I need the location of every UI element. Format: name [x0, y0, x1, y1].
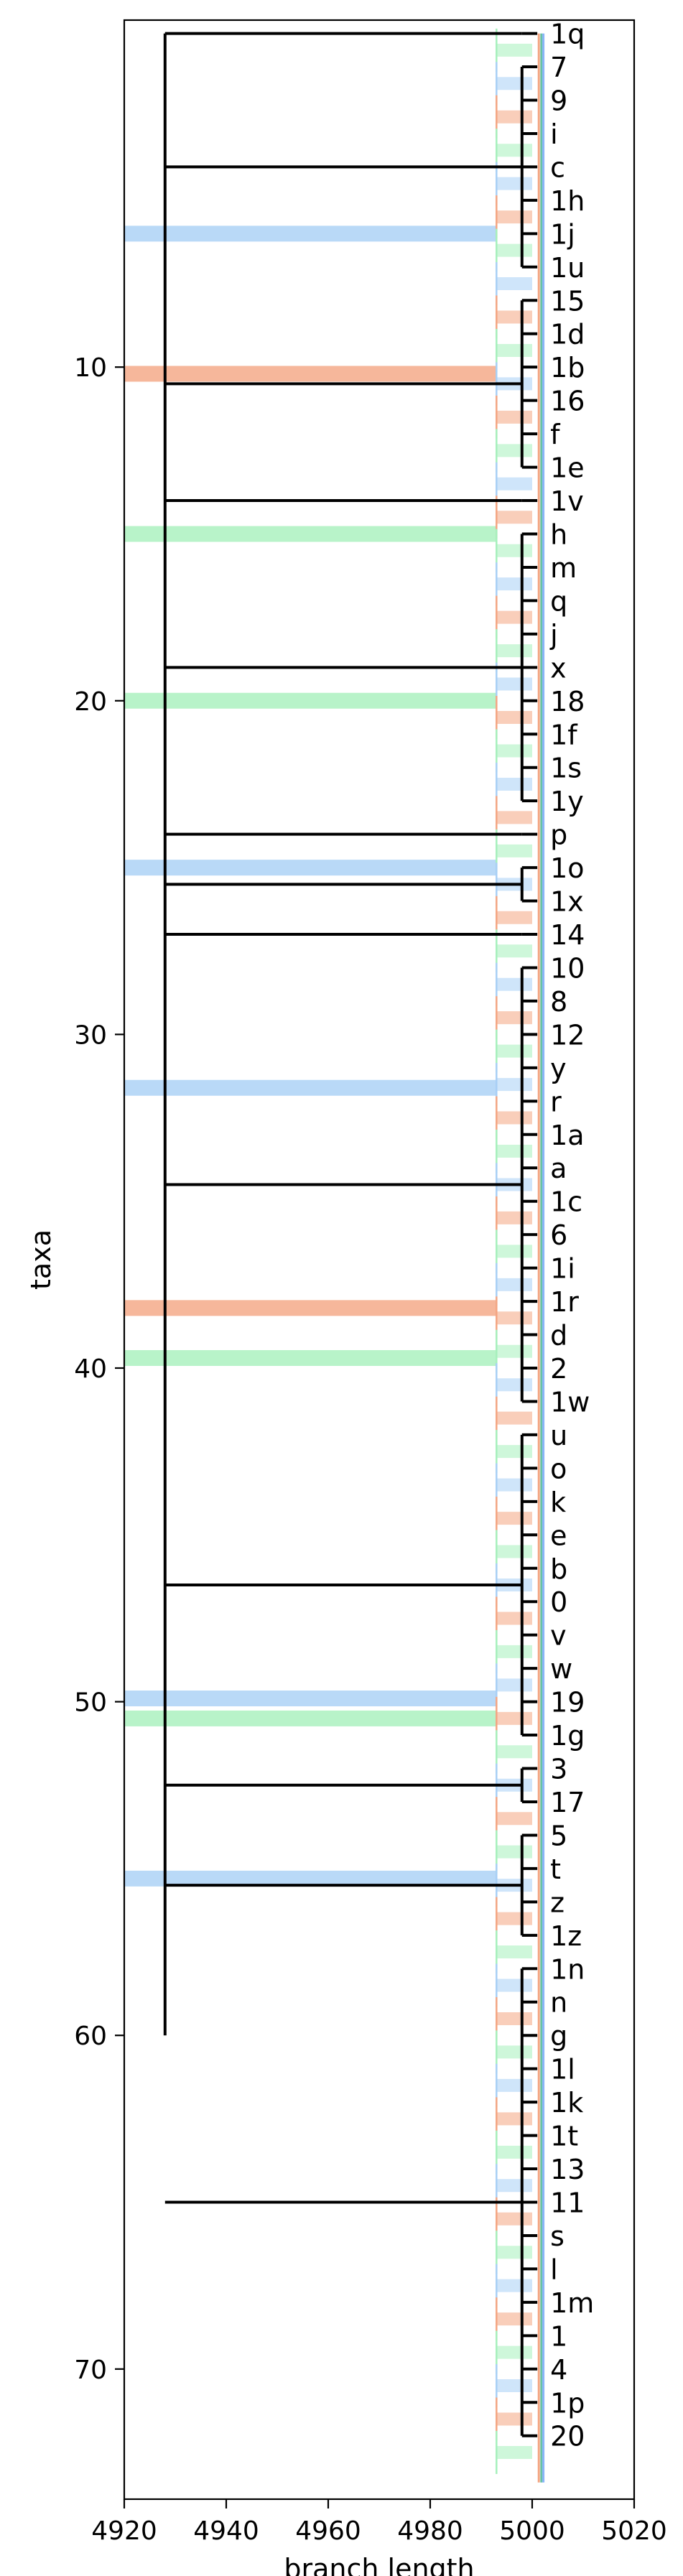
taxon-label: r [550, 1086, 562, 1117]
taxon-label: 19 [550, 1687, 585, 1719]
taxon-labels: 1q79ic1h1j1u151d1b16f1e1vhmqjx181f1s1yp1… [549, 19, 594, 2452]
taxon-label: y [550, 1053, 567, 1084]
error-bars [124, 28, 532, 2474]
x-tick-label: 5000 [499, 2516, 565, 2546]
taxon-label: 1d [550, 319, 585, 350]
taxon-label: 1a [550, 1120, 584, 1151]
taxon-label: w [550, 1653, 572, 1685]
taxon-label: 15 [550, 285, 585, 317]
taxon-label: n [550, 1987, 567, 2019]
taxon-label: 18 [550, 686, 585, 717]
taxon-label: 1v [550, 485, 584, 517]
y-tick-label: 20 [74, 687, 107, 717]
taxon-label: 7 [550, 52, 567, 83]
taxon-label: 0 [550, 1586, 567, 1618]
taxon-label: f [550, 419, 561, 450]
y-tick-label: 30 [74, 1020, 107, 1050]
taxon-label: 9 [550, 85, 567, 117]
taxon-label: s [550, 2221, 564, 2252]
taxon-label: m [550, 552, 577, 584]
taxon-label: 8 [550, 986, 567, 1018]
taxon-label: o [550, 1453, 567, 1484]
taxon-label: q [550, 585, 567, 617]
taxon-label: 1m [550, 2287, 594, 2319]
taxon-label: 1r [550, 1286, 579, 1318]
taxon-label: 20 [550, 2421, 585, 2452]
taxon-label: b [550, 1553, 567, 1585]
x-tick-label: 4960 [295, 2516, 361, 2546]
taxon-label: 1c [550, 1186, 582, 1218]
taxon-label: 4 [550, 2354, 567, 2386]
taxon-label: 11 [550, 2187, 585, 2219]
taxon-label: 1n [550, 1953, 585, 1985]
y-tick-label: 60 [74, 2022, 107, 2051]
taxon-label: 1x [550, 886, 584, 918]
taxon-label: 1f [550, 719, 578, 750]
y-tick-label: 40 [74, 1354, 107, 1384]
taxon-label: 17 [550, 1787, 585, 1818]
taxon-label: 1l [550, 2054, 575, 2086]
taxon-label: 1g [550, 1720, 585, 1752]
taxon-label: 10 [550, 952, 585, 984]
branches [163, 32, 538, 2437]
taxon-label: 1u [550, 252, 585, 284]
taxon-label: 1s [550, 753, 582, 784]
taxon-label: 1j [550, 218, 575, 250]
taxon-label: 1k [550, 2087, 583, 2119]
taxon-label: t [550, 1854, 561, 1885]
taxon-label: h [550, 519, 567, 550]
taxon-label: 1w [550, 1386, 590, 1418]
taxon-label: l [550, 2254, 558, 2285]
taxon-label: 5 [550, 1820, 567, 1851]
taxon-label: 1 [550, 2320, 567, 2352]
tip-lines [537, 33, 545, 2483]
taxon-label: d [550, 1320, 567, 1352]
taxon-label: k [550, 1487, 566, 1518]
taxon-label: c [550, 152, 565, 183]
x-axis-ticks: 4920 4940 4960 4980 5000 5020 [91, 2499, 667, 2546]
taxon-label: 1z [550, 1920, 582, 1952]
taxon-label: 6 [550, 1219, 567, 1251]
y-axis-ticks: 10 20 30 40 50 60 70 [74, 353, 124, 2385]
taxon-label: 3 [550, 1754, 567, 1785]
taxon-label: 1t [550, 2121, 578, 2152]
taxon-label: 1q [550, 19, 585, 50]
taxon-label: p [550, 819, 567, 851]
taxon-label: 1p [550, 2387, 585, 2419]
taxon-label: 1y [550, 786, 584, 817]
taxon-label: g [550, 2020, 567, 2052]
x-tick-label: 4920 [91, 2516, 157, 2546]
x-axis-label: branch length [284, 2553, 474, 2576]
y-tick-label: 70 [74, 2356, 107, 2385]
taxon-label: 16 [550, 386, 585, 417]
x-tick-label: 5020 [601, 2516, 667, 2546]
taxon-label: u [550, 1420, 567, 1451]
taxon-label: 1h [550, 185, 585, 217]
taxon-label: a [550, 1153, 567, 1184]
taxon-label: 13 [550, 2154, 585, 2185]
taxon-label: 14 [550, 919, 585, 951]
taxon-label: 12 [550, 1019, 585, 1051]
x-tick-label: 4940 [193, 2516, 259, 2546]
taxon-label: 1b [550, 352, 585, 383]
taxon-label: j [549, 619, 558, 651]
taxon-label: 2 [550, 1353, 567, 1385]
taxon-label: x [550, 652, 567, 684]
y-axis-label: taxa [25, 1229, 57, 1290]
taxon-label: v [550, 1620, 567, 1652]
plot-frame [123, 19, 636, 2501]
taxon-label: 1i [550, 1253, 575, 1285]
taxon-label: z [550, 1887, 564, 1918]
taxon-label: 1e [550, 452, 585, 484]
x-tick-label: 4980 [397, 2516, 463, 2546]
y-tick-label: 10 [74, 353, 107, 383]
taxon-label: e [550, 1520, 567, 1551]
y-tick-label: 50 [74, 1688, 107, 1718]
taxon-label: i [550, 118, 558, 150]
taxon-label: 1o [550, 852, 584, 884]
